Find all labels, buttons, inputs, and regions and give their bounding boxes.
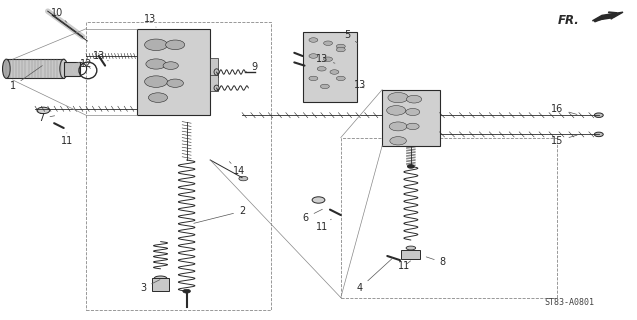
Circle shape	[37, 107, 50, 114]
Text: 14: 14	[229, 162, 245, 176]
Bar	[382, 90, 440, 146]
Circle shape	[388, 92, 408, 103]
Circle shape	[317, 67, 326, 71]
Circle shape	[166, 40, 185, 50]
Circle shape	[148, 93, 168, 102]
Bar	[210, 58, 218, 77]
Text: 12: 12	[80, 59, 92, 69]
Circle shape	[336, 76, 345, 81]
Text: 16: 16	[551, 104, 577, 115]
Circle shape	[309, 54, 318, 58]
Text: 3: 3	[140, 280, 160, 293]
Circle shape	[389, 122, 407, 131]
Text: FR.: FR.	[558, 14, 580, 27]
Text: 4: 4	[357, 258, 393, 293]
Circle shape	[309, 76, 318, 81]
Circle shape	[406, 95, 422, 103]
Text: 13: 13	[315, 54, 335, 64]
Circle shape	[320, 84, 329, 89]
Circle shape	[145, 39, 168, 51]
Text: 1: 1	[10, 66, 42, 92]
Ellipse shape	[406, 246, 415, 250]
Text: 8: 8	[426, 257, 446, 268]
Bar	[137, 29, 210, 115]
Bar	[401, 250, 420, 259]
Circle shape	[145, 76, 168, 87]
Circle shape	[408, 165, 414, 168]
Text: 9: 9	[245, 62, 258, 72]
Text: 6: 6	[303, 209, 322, 223]
Circle shape	[406, 108, 420, 116]
Text: 7: 7	[38, 113, 55, 124]
Text: 11: 11	[61, 133, 73, 146]
Ellipse shape	[214, 85, 219, 91]
Circle shape	[390, 137, 406, 145]
Circle shape	[146, 59, 166, 69]
Circle shape	[312, 197, 325, 203]
Text: ST83-A0801: ST83-A0801	[545, 298, 594, 307]
Circle shape	[163, 62, 178, 69]
Text: 10: 10	[51, 8, 67, 22]
Bar	[210, 75, 218, 91]
Text: 11: 11	[315, 219, 331, 232]
Text: 11: 11	[398, 260, 411, 271]
Circle shape	[239, 176, 248, 181]
Circle shape	[406, 123, 419, 130]
Circle shape	[167, 79, 183, 87]
Circle shape	[183, 289, 190, 293]
Circle shape	[330, 70, 339, 74]
Circle shape	[336, 47, 345, 52]
Ellipse shape	[214, 69, 219, 75]
Text: 2: 2	[194, 206, 245, 223]
Circle shape	[594, 113, 603, 117]
Bar	[64, 62, 80, 76]
Ellipse shape	[3, 59, 10, 78]
Ellipse shape	[60, 59, 68, 78]
Circle shape	[594, 132, 603, 137]
Polygon shape	[592, 12, 623, 21]
Text: 13: 13	[354, 80, 366, 90]
Bar	[86, 22, 271, 310]
Text: 15: 15	[551, 135, 577, 146]
Text: 13: 13	[143, 14, 156, 27]
Bar	[152, 278, 169, 291]
Text: 5: 5	[344, 30, 358, 43]
Circle shape	[387, 106, 406, 115]
Bar	[303, 32, 357, 102]
Circle shape	[336, 44, 345, 49]
Ellipse shape	[154, 276, 167, 281]
Circle shape	[324, 57, 333, 61]
Bar	[341, 138, 557, 298]
Circle shape	[324, 41, 333, 45]
Text: 13: 13	[92, 51, 108, 61]
Bar	[6, 59, 64, 78]
Circle shape	[309, 38, 318, 42]
